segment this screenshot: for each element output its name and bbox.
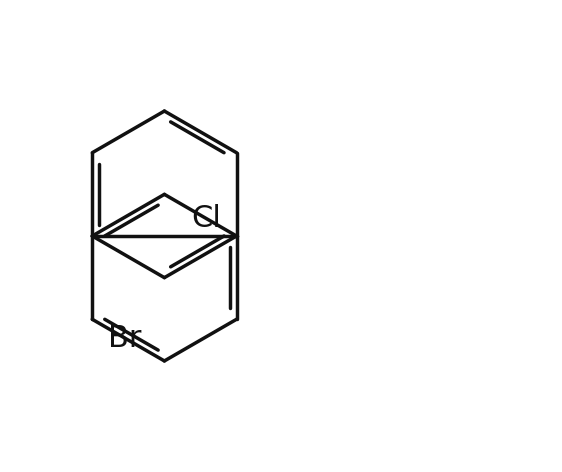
Text: Cl: Cl — [191, 204, 221, 233]
Text: Br: Br — [108, 323, 142, 353]
